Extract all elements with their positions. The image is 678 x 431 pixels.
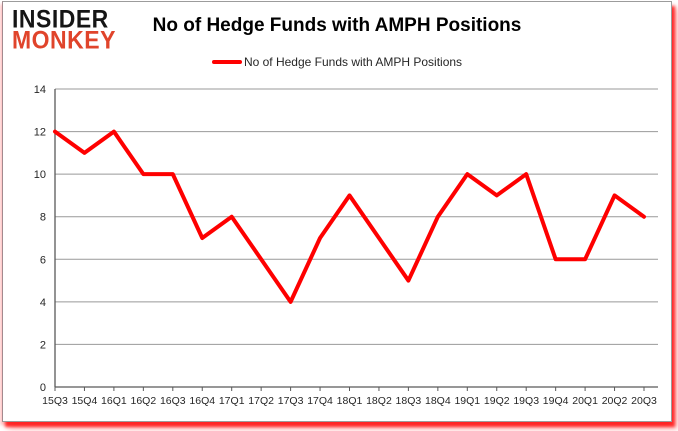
x-tick-label: 15Q3 — [42, 395, 68, 407]
chart-legend: No of Hedge Funds with AMPH Positions — [3, 55, 671, 69]
y-tick-label: 14 — [34, 84, 46, 96]
y-tick-label: 6 — [40, 254, 46, 266]
x-tick-label: 19Q3 — [513, 395, 539, 407]
y-axis-labels-group: 0 2 4 6 8 10 12 14 — [34, 84, 46, 394]
x-tick-label: 19Q2 — [484, 395, 510, 407]
tick-marks-group — [54, 387, 645, 391]
x-tick-label: 19Q4 — [543, 395, 569, 407]
y-tick-label: 12 — [34, 127, 46, 139]
legend-line-marker — [211, 60, 242, 64]
x-tick-label: 16Q2 — [131, 395, 157, 407]
y-tick-label: 10 — [34, 169, 46, 181]
x-tick-label: 16Q3 — [160, 395, 186, 407]
x-tick-label: 20Q1 — [572, 395, 598, 407]
x-tick-label: 18Q2 — [366, 395, 392, 407]
x-tick-label: 16Q4 — [189, 395, 215, 407]
y-tick-label: 2 — [40, 339, 46, 351]
legend-label: No of Hedge Funds with AMPH Positions — [243, 55, 463, 69]
x-tick-label: 17Q2 — [248, 395, 274, 407]
x-tick-label: 20Q3 — [631, 395, 657, 407]
chart-frame: INSIDER MONKEY No of Hedge Funds with AM… — [2, 1, 672, 422]
x-tick-label: 19Q1 — [454, 395, 480, 407]
axes-group — [54, 89, 658, 388]
series-line — [53, 129, 646, 304]
y-tick-label: 8 — [40, 212, 46, 224]
x-tick-label: 17Q4 — [307, 395, 333, 407]
x-tick-label: 20Q2 — [602, 395, 628, 407]
x-tick-label: 18Q4 — [425, 395, 451, 407]
x-axis-labels-group: 15Q3 15Q4 16Q1 16Q2 16Q3 16Q4 17Q1 17Q2 17Q3 17Q4… — [42, 395, 657, 407]
chart-svg: 0 2 4 6 8 10 12 14 15Q3 15Q4 16Q1 16Q2 16Q3 16Q4 17Q1… — [34, 84, 658, 407]
x-tick-label: 17Q3 — [278, 395, 304, 407]
y-tick-label: 0 — [40, 382, 46, 394]
x-tick-label: 17Q1 — [219, 395, 245, 407]
x-tick-label: 18Q3 — [396, 395, 422, 407]
series-group — [53, 129, 646, 304]
chart-title: No of Hedge Funds with AMPH Positions — [152, 15, 522, 36]
x-tick-label: 16Q1 — [101, 395, 127, 407]
x-tick-label: 15Q4 — [72, 395, 98, 407]
insider-monkey-logo: INSIDER MONKEY — [12, 4, 116, 54]
x-tick-label: 18Q1 — [337, 395, 363, 407]
logo-insider-text: INSIDER — [12, 4, 109, 34]
logo-monkey-text: MONKEY — [12, 25, 116, 54]
gridlines-group — [55, 88, 658, 345]
y-tick-label: 4 — [40, 297, 46, 309]
